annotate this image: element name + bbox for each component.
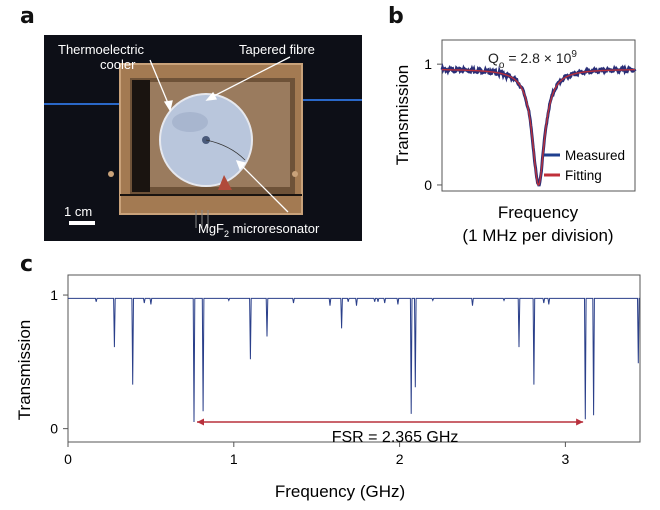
housing-shadow [132,80,150,192]
q-sub: o [499,60,505,71]
x-axis-label-unit: (1 MHz per division) [462,226,613,245]
panel-label-c: c [20,252,34,277]
chart-c-spectrum: 0 1 0 1 2 3 FSR = 2.365 GHz Transmission Freq… [15,274,641,501]
x-axis-label: Frequency (GHz) [275,482,405,501]
y-tick-label: 0 [50,421,58,437]
plot-frame [441,39,636,192]
y-axis-label: Transmission [393,65,412,165]
label-suffix: microresonator [229,221,320,236]
transmission-spectrum [67,297,641,423]
label-mgf: MgF [198,221,224,236]
scale-bar [69,221,95,225]
chart-b-resonance: 0 1 Qo = 2.8 × 109 Measured Fitting Trans… [393,39,637,245]
panel-label-a: a [20,4,35,29]
x-axis-label: Frequency [498,203,579,222]
legend-label-fitting: Fitting [565,168,602,183]
label-cooler: cooler [100,57,136,72]
x-tick-label: 0 [64,451,72,467]
scale-bar-label: 1 cm [64,204,92,219]
fsr-arrowhead-right [576,418,584,426]
label-thermoelectric: Thermoelectric [58,42,144,57]
fsr-label: FSR = 2.365 GHz [332,429,459,446]
series-measured [440,62,637,187]
disc-wire [205,139,246,161]
label-tapered-fibre: Tapered fibre [239,42,315,57]
y-tick-label: 0 [424,177,432,193]
q-annotation: Qo = 2.8 × 109 [488,49,577,71]
y-tick-label: 1 [50,287,58,303]
x-tick-label: 3 [561,451,569,467]
panel-label-b: b [388,4,404,29]
label-microresonator: MgF2 microresonator [198,221,320,239]
wires [218,175,232,190]
fsr-arrowhead-left [197,418,205,426]
x-tick-label: 1 [230,451,238,467]
label-sub: 2 [224,229,229,239]
y-tick-label: 1 [424,56,432,72]
q-value: = 2.8 × 10 [504,50,571,66]
device-photo: Thermoelectric cooler Tapered fibre MgF2… [44,35,362,241]
disc-shading [172,112,208,132]
legend-label-measured: Measured [565,148,625,163]
annotation-arrows [149,56,291,213]
screw-right [292,171,298,177]
x-tick-label: 2 [396,451,404,467]
q-exponent: 9 [571,49,577,60]
q-symbol: Q [488,50,499,66]
screw-left [108,171,114,177]
series-fitting [442,69,635,186]
plot-frame [67,274,641,443]
y-axis-label: Transmission [15,320,34,420]
